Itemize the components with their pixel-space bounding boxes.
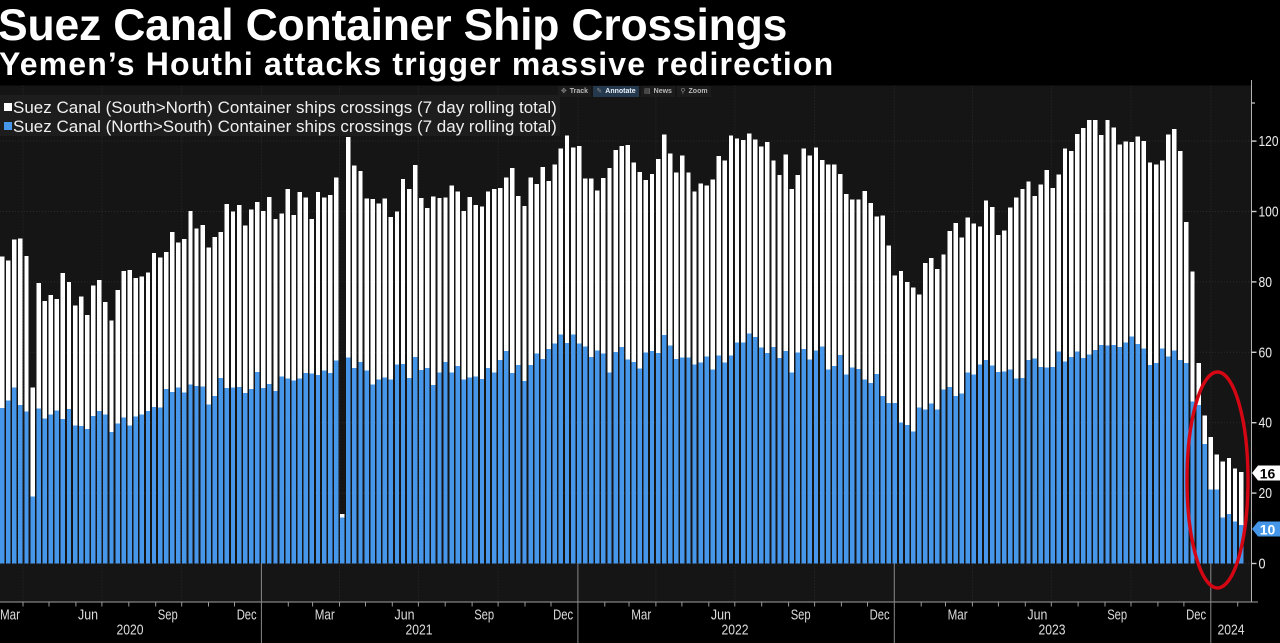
svg-text:40: 40 <box>1259 415 1273 432</box>
svg-text:Dec: Dec <box>870 607 890 624</box>
svg-text:20: 20 <box>1259 485 1273 502</box>
svg-text:2023: 2023 <box>1039 622 1066 639</box>
svg-text:10: 10 <box>1260 521 1276 537</box>
svg-text:Sep: Sep <box>158 607 178 624</box>
svg-text:Dec: Dec <box>553 607 573 624</box>
svg-text:16: 16 <box>1260 465 1276 481</box>
svg-text:2020: 2020 <box>117 622 144 639</box>
svg-text:Mar: Mar <box>315 607 335 624</box>
svg-text:0: 0 <box>1259 556 1266 573</box>
svg-text:Mar: Mar <box>948 607 968 624</box>
svg-text:2024: 2024 <box>1218 622 1245 639</box>
svg-text:Mar: Mar <box>631 607 651 624</box>
svg-text:2022: 2022 <box>722 622 749 639</box>
svg-text:2021: 2021 <box>406 622 433 639</box>
svg-text:120: 120 <box>1259 133 1279 150</box>
svg-text:Jun: Jun <box>1027 607 1047 624</box>
svg-text:Mar: Mar <box>0 607 20 624</box>
svg-text:Sep: Sep <box>1107 607 1127 624</box>
svg-text:60: 60 <box>1259 344 1273 361</box>
svg-text:Sep: Sep <box>474 607 494 624</box>
svg-text:Jun: Jun <box>711 607 731 624</box>
svg-text:Sep: Sep <box>791 607 811 624</box>
svg-text:Jun: Jun <box>395 607 415 624</box>
svg-text:100: 100 <box>1259 204 1279 221</box>
svg-text:80: 80 <box>1259 274 1273 291</box>
svg-text:Dec: Dec <box>237 607 257 624</box>
svg-text:Jun: Jun <box>78 607 98 624</box>
svg-text:Dec: Dec <box>1186 607 1206 624</box>
